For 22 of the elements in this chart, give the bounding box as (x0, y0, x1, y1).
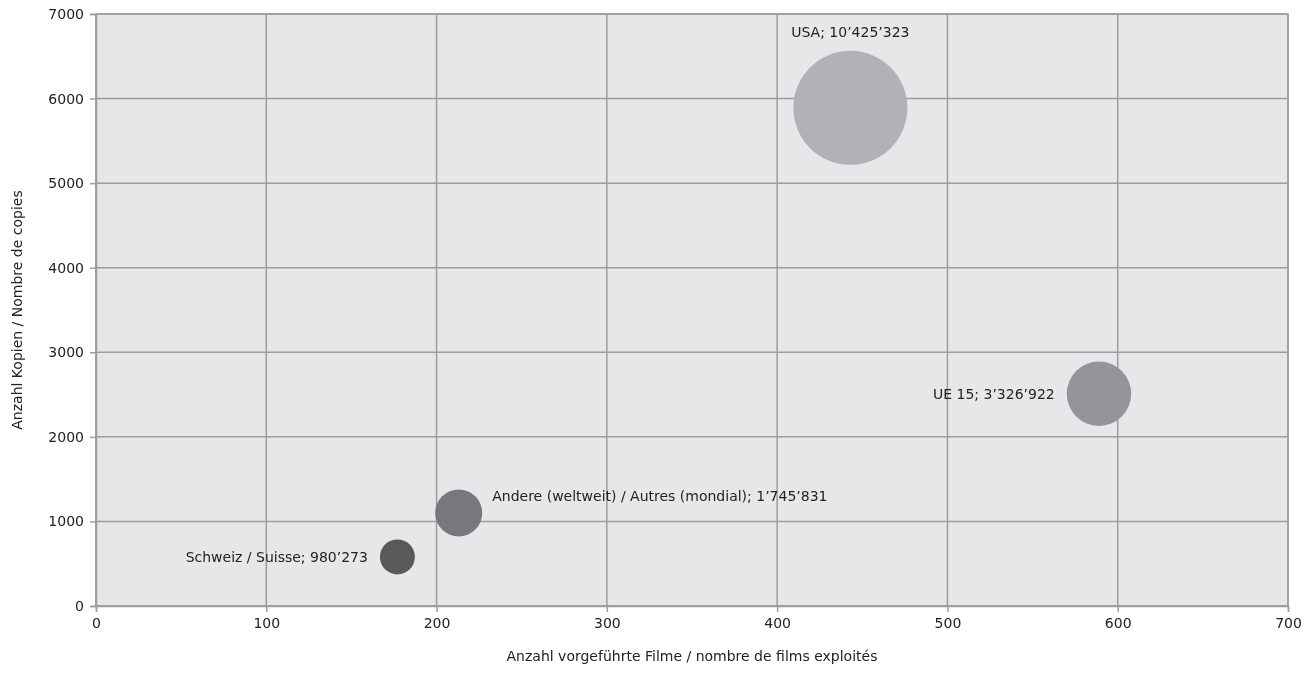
y-tick-label: 0 (75, 597, 84, 614)
x-tick-label: 400 (764, 614, 792, 631)
y-tick-label: 1000 (48, 513, 84, 530)
x-tick-label: 500 (934, 614, 962, 631)
x-axis-title: Anzahl vorgeführte Filme / nombre de films exploités (506, 648, 878, 664)
data-label: UE 15; 3’326’922 (932, 385, 1055, 402)
y-tick-label: 6000 (48, 90, 84, 107)
y-axis-title: Anzahl Kopien / Nombre de copies (9, 190, 25, 430)
data-label: Andere (weltweit) / Autres (mondial); 1’745’831 (492, 487, 828, 504)
y-tick-label: 7000 (48, 5, 84, 22)
x-tick-label: 600 (1104, 614, 1132, 631)
x-tick-label: 100 (253, 614, 281, 631)
y-tick-label: 4000 (48, 259, 84, 276)
x-tick-label: 700 (1275, 614, 1302, 631)
x-tick-label: 0 (92, 614, 101, 631)
data-label: USA; 10’425’323 (791, 23, 910, 40)
x-tick-label: 200 (423, 614, 451, 631)
data-label: Schweiz / Suisse; 980’273 (185, 548, 368, 565)
x-tick-label: 300 (593, 614, 621, 631)
y-tick-label: 2000 (48, 428, 84, 445)
y-tick-label: 5000 (48, 175, 84, 192)
y-tick-label: 3000 (48, 344, 84, 361)
